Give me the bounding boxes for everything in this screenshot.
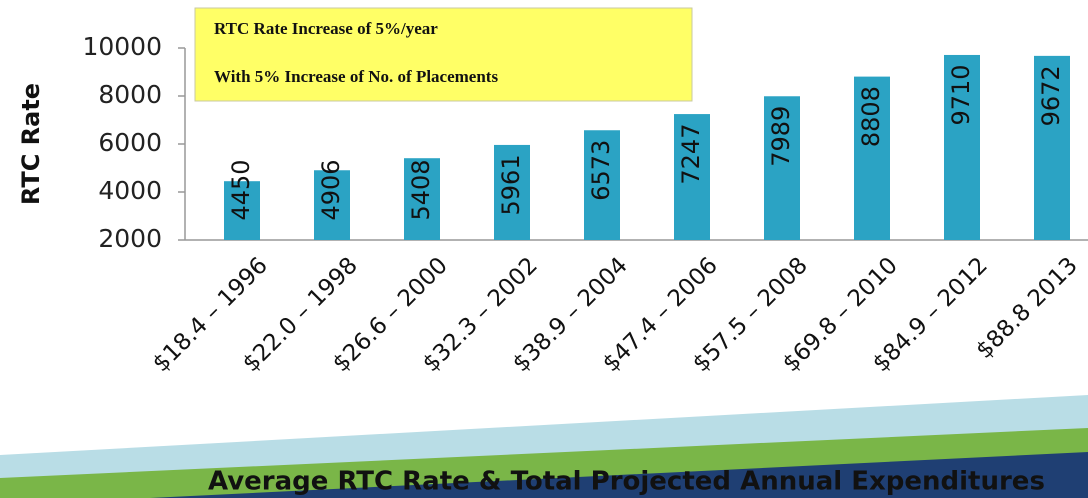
bar [944, 54, 980, 241]
data-label: 9672 [1037, 65, 1065, 126]
data-label: 4906 [317, 159, 345, 220]
data-label: 7247 [677, 124, 705, 185]
bar [854, 76, 890, 240]
bar [764, 96, 800, 240]
bar [1034, 55, 1070, 240]
decor-band [150, 452, 1088, 498]
data-label: 5961 [497, 154, 525, 215]
bar [674, 114, 710, 240]
y-axis-label: RTC Rate [17, 83, 45, 205]
y-tick-label: 10000 [82, 32, 162, 61]
data-label: 7989 [767, 106, 795, 167]
bar [404, 158, 440, 240]
y-tick-label: 4000 [98, 176, 162, 205]
bar [224, 181, 260, 240]
y-tick-label: 6000 [98, 128, 162, 157]
y-tick-label: 8000 [98, 80, 162, 109]
annotation-box [194, 7, 693, 102]
data-label: 6573 [587, 140, 615, 201]
annotation: RTC Rate Increase of 5%/year [214, 19, 438, 38]
bar [494, 144, 530, 240]
data-label: 5408 [407, 159, 435, 220]
data-label: 9710 [947, 64, 975, 125]
data-label: 8808 [857, 86, 885, 147]
annotation: With 5% Increase of No. of Placements [214, 67, 498, 86]
data-label: 4450 [227, 159, 255, 220]
bar [584, 130, 620, 240]
bar [314, 170, 350, 240]
y-tick-label: 2000 [98, 224, 162, 253]
chart-title: Average RTC Rate & Total Projected Annua… [208, 467, 1045, 497]
